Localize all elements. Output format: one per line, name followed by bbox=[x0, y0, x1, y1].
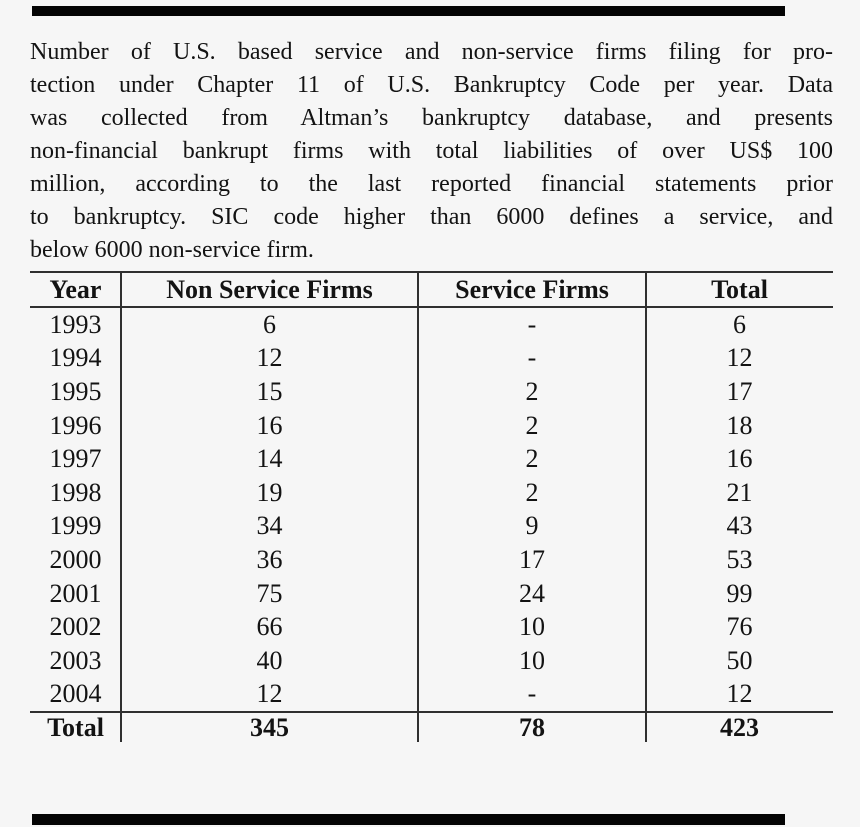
caption-line: tection under Chapter 11 of U.S. Bankrup… bbox=[30, 72, 833, 98]
table-cell: 75 bbox=[256, 578, 283, 608]
table-cell: 12 bbox=[726, 343, 753, 373]
table-cell: 1998 bbox=[49, 477, 102, 507]
caption-line: was collected from Altman’s bankruptcy d… bbox=[30, 105, 833, 131]
table-row: 2001 75 24 99 bbox=[30, 577, 833, 611]
table-cell: 21 bbox=[726, 477, 753, 507]
table-cell: 9 bbox=[525, 511, 539, 541]
table-cell: 24 bbox=[519, 578, 545, 608]
table-cell: - bbox=[527, 309, 537, 339]
table-cell: 2 bbox=[525, 376, 539, 406]
table-row: 1999 34 9 43 bbox=[30, 510, 833, 544]
bottom-black-bar bbox=[32, 814, 785, 825]
table-cell: 16 bbox=[256, 410, 283, 440]
header-cell-non-service-firms: Non Service Firms bbox=[166, 274, 373, 304]
table-cell: 2004 bbox=[49, 679, 102, 709]
table-cell: 6 bbox=[733, 309, 746, 339]
caption-line: below 6000 non-service firm. bbox=[30, 237, 314, 263]
table-cell: 10 bbox=[519, 612, 545, 642]
table-cell: - bbox=[527, 679, 537, 709]
total-label-cell: Total bbox=[47, 712, 104, 742]
table-row: 1993 6 - 6 bbox=[30, 308, 833, 342]
table-row: 2002 66 10 76 bbox=[30, 610, 833, 644]
table-row: 1996 16 2 18 bbox=[30, 409, 833, 443]
table-cell: 2 bbox=[525, 477, 539, 507]
table-caption: Number of U.S. based service and non-ser… bbox=[30, 36, 833, 267]
table-cell: 76 bbox=[726, 612, 753, 642]
table-cell: 36 bbox=[256, 544, 283, 574]
table-cell: - bbox=[527, 343, 537, 373]
table-row: 2003 40 10 50 bbox=[30, 644, 833, 678]
header-cell-service-firms: Service Firms bbox=[455, 274, 609, 304]
table-row: 1998 19 2 21 bbox=[30, 476, 833, 510]
table-cell: 15 bbox=[256, 376, 283, 406]
table-cell: 1996 bbox=[49, 410, 102, 440]
table-cell: 50 bbox=[726, 645, 753, 675]
table-top-rule bbox=[30, 271, 833, 273]
table-cell: 2001 bbox=[49, 578, 102, 608]
column-divider-1 bbox=[120, 271, 122, 742]
table-cell: 1993 bbox=[49, 309, 102, 339]
bankruptcy-filings-table: Year Non Service Firms Service Firms Tot… bbox=[30, 271, 833, 742]
table-cell: 1994 bbox=[49, 343, 102, 373]
table-row: 2000 36 17 53 bbox=[30, 543, 833, 577]
total-non-service-cell: 345 bbox=[250, 712, 289, 742]
table-header-row: Year Non Service Firms Service Firms Tot… bbox=[30, 273, 833, 306]
column-divider-3 bbox=[645, 271, 647, 742]
table-cell: 12 bbox=[256, 679, 283, 709]
table-cell: 43 bbox=[726, 511, 753, 541]
column-divider-2 bbox=[417, 271, 419, 742]
table-cell: 14 bbox=[256, 444, 283, 474]
caption-line: Number of U.S. based service and non-ser… bbox=[30, 39, 833, 65]
table-cell: 1997 bbox=[49, 444, 102, 474]
table-cell: 34 bbox=[256, 511, 283, 541]
table-cell: 2003 bbox=[49, 645, 102, 675]
table-cell: 2002 bbox=[49, 612, 102, 642]
total-service-cell: 78 bbox=[519, 712, 545, 742]
table-cell: 12 bbox=[256, 343, 283, 373]
header-cell-total: Total bbox=[711, 274, 768, 304]
table-cell: 17 bbox=[726, 376, 753, 406]
total-top-rule bbox=[30, 711, 833, 713]
table-body: 1993 6 - 6 1994 12 - 12 1995 15 2 17 199… bbox=[30, 308, 833, 711]
table-cell: 1999 bbox=[49, 511, 102, 541]
table-row: 1995 15 2 17 bbox=[30, 375, 833, 409]
caption-line: non-financial bankrupt firms with total … bbox=[30, 138, 833, 164]
table-cell: 17 bbox=[519, 544, 545, 574]
table-cell: 12 bbox=[726, 679, 753, 709]
caption-line: million, according to the last reported … bbox=[30, 171, 833, 197]
table-cell: 18 bbox=[726, 410, 753, 440]
table-row: 1994 12 - 12 bbox=[30, 342, 833, 376]
table-cell: 16 bbox=[726, 444, 753, 474]
table-cell: 19 bbox=[256, 477, 283, 507]
caption-line: to bankruptcy. SIC code higher than 6000… bbox=[30, 204, 833, 230]
table-cell: 99 bbox=[726, 578, 753, 608]
total-total-cell: 423 bbox=[720, 712, 759, 742]
top-black-bar bbox=[32, 6, 785, 16]
table-row: 1997 14 2 16 bbox=[30, 442, 833, 476]
table-cell: 2 bbox=[525, 410, 539, 440]
table-cell: 40 bbox=[256, 645, 283, 675]
table-cell: 66 bbox=[256, 612, 283, 642]
table-cell: 6 bbox=[263, 309, 276, 339]
table-total-row: Total 345 78 423 bbox=[30, 713, 833, 742]
table-cell: 2 bbox=[525, 444, 539, 474]
header-cell-year: Year bbox=[49, 274, 102, 304]
table-cell: 53 bbox=[726, 544, 753, 574]
table-cell: 1995 bbox=[49, 376, 102, 406]
header-bottom-rule bbox=[30, 306, 833, 308]
table-cell: 2000 bbox=[49, 544, 102, 574]
table-cell: 10 bbox=[519, 645, 545, 675]
table-row: 2004 12 - 12 bbox=[30, 678, 833, 712]
